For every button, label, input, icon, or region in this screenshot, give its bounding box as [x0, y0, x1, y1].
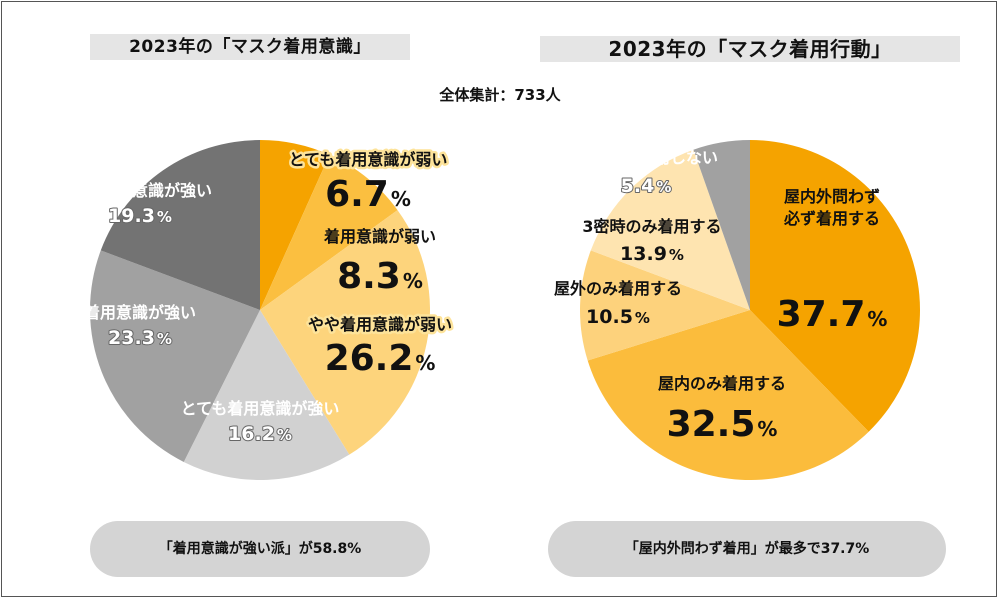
slice-value-1-0: 37.7% — [777, 294, 888, 335]
left-pie-labels: とても着用意識が弱い 6.7 % 着用意識が弱い 8.3 % やや着用意識が弱い 26.2 % と… — [68, 148, 455, 447]
slice-value-1-2: 10.5% — [586, 306, 650, 328]
slice-label-1-3: 3密時のみ着用する — [582, 217, 721, 236]
slice-value-0-2: 26.2% — [325, 338, 436, 379]
pie-slice-0-4 — [90, 250, 260, 462]
slice-value-1-3: 13.9% — [620, 243, 684, 265]
slice-label-0-3: とても着用意識が強い — [181, 399, 340, 418]
right-chart-title: 2023年の「マスク着用行動」 — [540, 36, 960, 62]
pie-slice-1-2 — [579, 250, 750, 361]
pie-slice-1-3 — [590, 149, 750, 310]
slice-value-0-5: 19.3% — [108, 205, 172, 227]
slice-label-0-0: とても着用意識が弱い — [289, 150, 448, 169]
slice-label-1-4: 基本的に着用しない — [573, 148, 718, 167]
slice-label-0-5: やや着用意識が強い — [68, 181, 212, 200]
slice-label-1-2: 屋外のみ着用する — [554, 279, 682, 298]
slice-value-0-3: 16.2% — [228, 423, 292, 445]
pie-slice-1-4 — [693, 140, 750, 310]
slice-value-0-4: 23.3% — [108, 327, 172, 349]
slice-value-1-4: 5.4% — [621, 175, 672, 197]
total-respondents: 全体集計：733人 — [439, 86, 561, 104]
pie-slice-1-0 — [750, 140, 921, 432]
slice-value-0-1: 8.3% — [337, 256, 423, 297]
left-chart-title: 2023年の「マスク着用意識」 — [90, 34, 410, 60]
pie-slice-0-0 — [260, 139, 330, 310]
pie-slice-0-5 — [100, 140, 260, 310]
slice-label-0-2: やや着用意識が弱い — [308, 315, 452, 334]
slice-label-1-0: 屋内外問わず — [784, 187, 880, 206]
pie-slice-0-1 — [260, 154, 398, 310]
slice-value-0-0: 6.7% — [325, 174, 411, 215]
slice-label-0-4: 着用意識が強い — [83, 303, 196, 322]
slice-label-1-1: 屋内のみ着用する — [658, 374, 786, 393]
pie-slice-0-2 — [260, 210, 430, 455]
slice-value-1-1: 32.5% — [667, 404, 778, 445]
pie-slice-0-3 — [183, 310, 350, 481]
right-summary-pill: 「屋内外問わず着用」が最多で37.7% — [548, 521, 946, 577]
left-summary-pill: 「着用意識が強い派」が58.8% — [90, 521, 430, 577]
slice-label-0-1: 着用意識が弱い — [323, 227, 436, 246]
left-pie — [90, 139, 430, 481]
pie-slice-1-1 — [587, 310, 869, 481]
right-pie — [579, 140, 921, 481]
slice-label-1-0: 必ず着用する — [783, 209, 880, 228]
